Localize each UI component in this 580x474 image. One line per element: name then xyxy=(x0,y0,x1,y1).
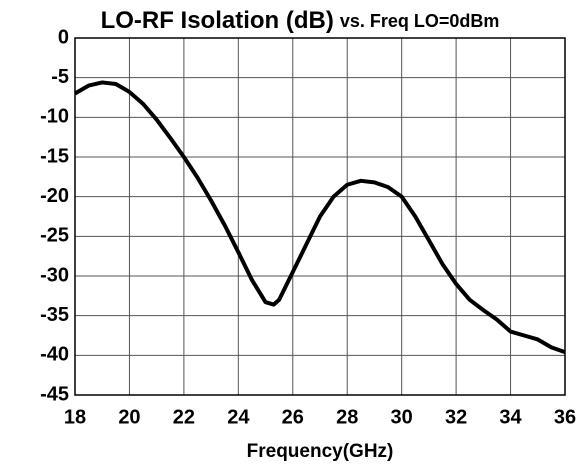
chart-subtitle: vs. Freq LO=0dBm xyxy=(340,11,500,31)
y-tick-label: -20 xyxy=(40,185,69,207)
x-tick-label: 18 xyxy=(64,406,86,428)
y-tick-label: -35 xyxy=(40,304,69,326)
plot-frame xyxy=(74,37,566,396)
x-tick-label: 30 xyxy=(391,406,413,428)
chart-title: LO-RF Isolation (dB) xyxy=(101,7,334,34)
x-tick-label: 20 xyxy=(118,406,140,428)
y-tick-label: -15 xyxy=(40,145,69,167)
x-axis-label: Frequency(GHz) xyxy=(247,441,394,462)
x-tick-label: 24 xyxy=(227,406,250,428)
x-tick-label: 32 xyxy=(445,406,467,428)
y-tick-label: 0 xyxy=(58,26,69,48)
x-tick-label: 28 xyxy=(336,406,358,428)
y-tick-label: -45 xyxy=(40,383,69,405)
y-tick-label: -25 xyxy=(40,225,69,247)
x-tick-label: 22 xyxy=(173,406,195,428)
x-tick-label: 36 xyxy=(554,406,576,428)
y-tick-label: -10 xyxy=(40,106,69,128)
chart-title-group: LO-RF Isolation (dB) vs. Freq LO=0dBm xyxy=(101,7,500,34)
x-tick-label: 34 xyxy=(499,406,522,428)
y-tick-label: -30 xyxy=(40,264,69,286)
y-tick-label: -40 xyxy=(40,344,69,366)
data-line xyxy=(73,80,566,355)
x-tick-label: 26 xyxy=(282,406,304,428)
y-tick-label: -5 xyxy=(51,66,69,88)
